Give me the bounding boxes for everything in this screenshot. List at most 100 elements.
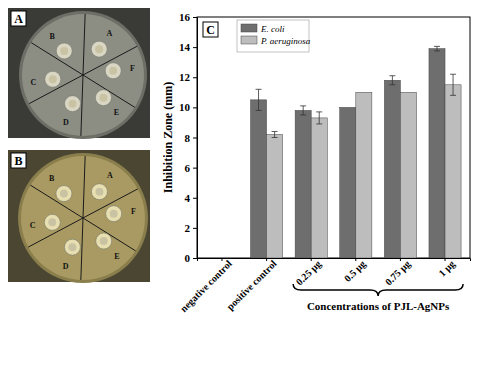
well-center (60, 47, 68, 55)
x-axis-line (198, 259, 471, 262)
plot-frame (197, 17, 470, 258)
well-center (68, 243, 76, 251)
y-tick: 4 (185, 192, 198, 204)
error-cap (450, 74, 456, 75)
sector-label: D (63, 262, 69, 271)
x-tick: 1 µg (436, 258, 457, 279)
brace (293, 284, 463, 296)
well (45, 71, 61, 87)
y-tick: 16 (179, 11, 197, 23)
y-tick-label: 14 (179, 41, 191, 53)
sector-label: F (130, 64, 135, 73)
well (91, 41, 107, 57)
y-tick: 6 (185, 162, 198, 174)
sector-label: C (30, 221, 36, 230)
error-cap (316, 123, 322, 124)
error-cap (450, 95, 456, 96)
well-center (100, 237, 108, 245)
well-center (109, 67, 117, 75)
photo-panel: ABCDEFB (8, 150, 150, 283)
legend-label: E. coli (260, 24, 285, 34)
bar (384, 80, 400, 258)
y-tick-label: 0 (185, 252, 191, 264)
photo-background (8, 8, 150, 138)
y-tick-mark (193, 198, 197, 199)
well-center (95, 45, 103, 53)
error-bar (256, 89, 262, 110)
bar (251, 100, 267, 258)
bar (206, 258, 222, 259)
error-cap (256, 110, 262, 111)
error-bar (389, 76, 395, 85)
error-cap (389, 75, 395, 76)
chart: 0246810121416negative controlpositive co… (161, 11, 471, 314)
error-cap (316, 111, 322, 112)
x-tick: 0.25 µg (294, 258, 324, 288)
y-tick-mark (193, 138, 197, 139)
well (44, 214, 60, 230)
dish (21, 156, 145, 280)
sector-label: F (131, 207, 136, 216)
y-tick-label: 16 (179, 11, 191, 23)
legend-swatch (241, 36, 257, 44)
y-tick-mark (193, 258, 197, 259)
x-axis: negative controlpositive control0.25 µg0… (178, 258, 471, 314)
photo-panel: ABCDEFA (8, 8, 150, 139)
error-stem (258, 89, 259, 110)
error-bar (300, 106, 306, 115)
well (91, 184, 107, 200)
well-center (49, 75, 57, 83)
error-cap (300, 105, 306, 106)
well (56, 43, 72, 59)
error-cap (300, 114, 306, 115)
legend-swatch (241, 24, 257, 32)
y-tick-label: 2 (185, 222, 191, 234)
error-bar (316, 112, 322, 124)
y-axis-title: Inhibition Zone (mm) (161, 82, 175, 193)
y-tick: 14 (179, 41, 197, 53)
sector-label: D (63, 118, 69, 127)
x-tick-label: 0.5 µg (342, 258, 368, 284)
x-tick: positive control (224, 258, 278, 312)
y-tick: 10 (179, 101, 197, 113)
sector-line (31, 43, 134, 108)
y-tick-label: 4 (185, 192, 191, 204)
y-tick-mark (193, 228, 197, 229)
legend-label: P. aeruginosa (260, 36, 311, 46)
error-cap (272, 131, 278, 132)
error-stem (453, 74, 454, 95)
y-axis-line (193, 18, 198, 259)
x-tick-label: positive control (224, 258, 278, 312)
well-center (60, 190, 68, 198)
bar (445, 85, 461, 258)
error-stem (303, 106, 304, 115)
well (64, 239, 80, 255)
panel-label-box (11, 11, 26, 26)
error-cap (272, 137, 278, 138)
well (96, 233, 112, 249)
y-tick-label: 10 (179, 101, 191, 113)
x-tick: 0.75 µg (383, 258, 413, 288)
dish (22, 14, 144, 136)
bar (340, 107, 356, 258)
y-tick: 12 (179, 71, 197, 83)
x-axis-title: Concentrations of PJL-AgNPs (307, 300, 450, 312)
panel-label: C (206, 23, 215, 37)
error-cap (434, 46, 440, 47)
well-center (48, 218, 56, 226)
figure: ABCDEFAABCDEFB0246810121416negative cont… (0, 0, 481, 367)
x-tick-label: 0.75 µg (383, 258, 413, 288)
error-stem (319, 112, 320, 124)
y-tick: 0 (185, 252, 198, 264)
well-center (69, 100, 77, 108)
error-cap (389, 84, 395, 85)
sector-label: B (49, 174, 55, 183)
legend: E. coli P. aeruginosa (237, 20, 311, 52)
bar (400, 92, 416, 258)
error-stem (436, 46, 437, 51)
bar (429, 49, 445, 258)
y-tick-mark (193, 107, 197, 108)
well (56, 186, 72, 202)
panel-label-box (11, 153, 26, 168)
well-center (95, 188, 103, 196)
